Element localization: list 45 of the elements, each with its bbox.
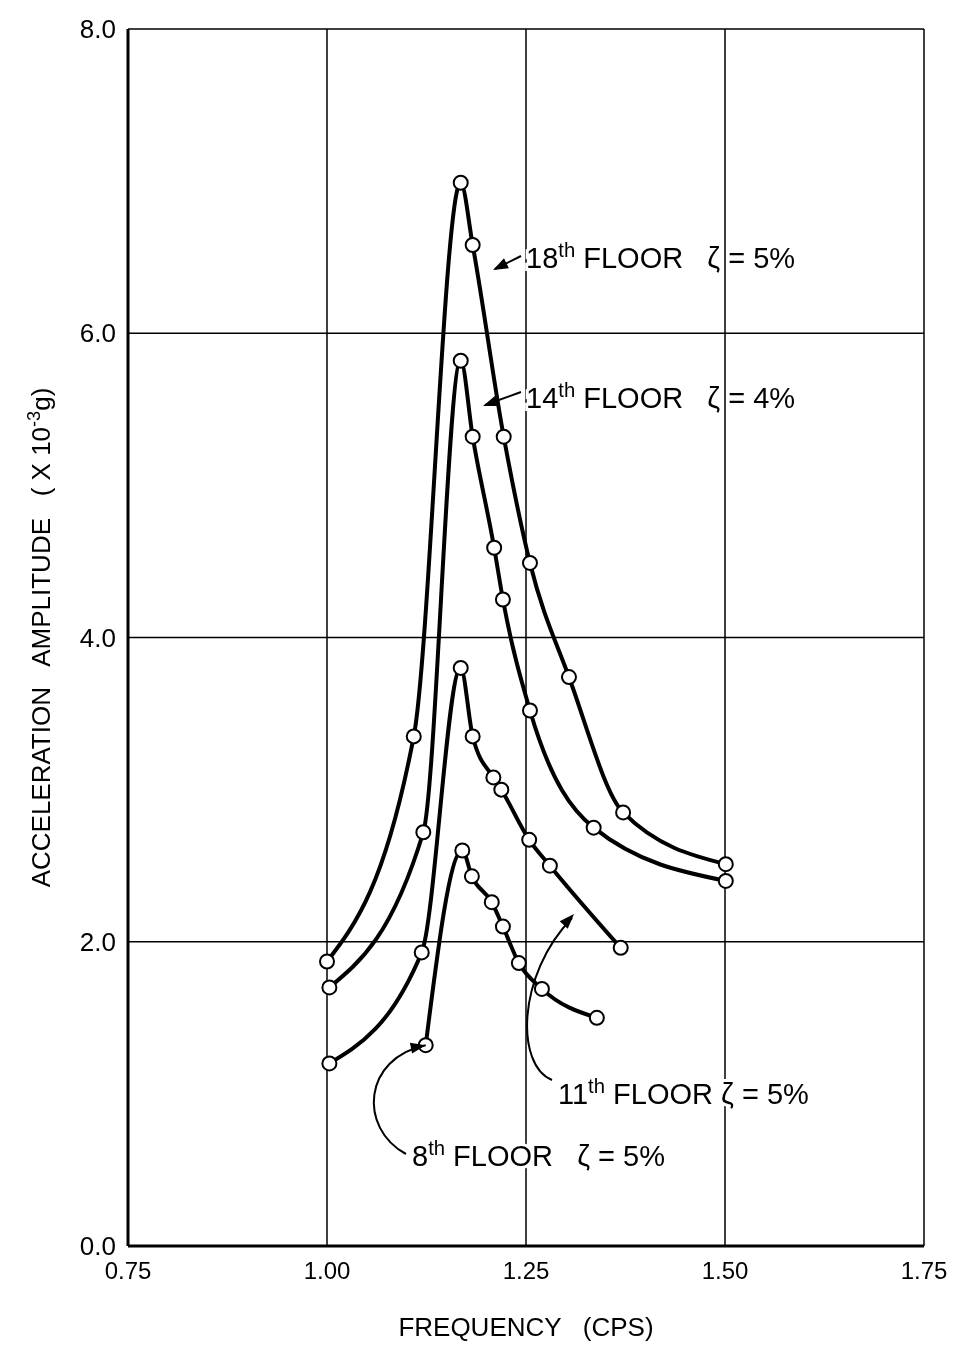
point — [463, 868, 480, 885]
point — [510, 955, 527, 972]
point — [585, 819, 602, 836]
y-tick-label: 2.0 — [79, 926, 116, 957]
point — [464, 237, 481, 254]
y-tick-label: 6.0 — [79, 318, 116, 349]
point — [486, 539, 503, 556]
annotation: 18$^{th}$ FLOOR ζ = 5% — [526, 239, 796, 274]
point — [495, 428, 512, 445]
point — [452, 174, 469, 191]
point — [483, 894, 500, 911]
point — [588, 1009, 605, 1026]
point — [415, 824, 432, 841]
x-tick-label: 1.25 — [502, 1257, 550, 1285]
point — [413, 944, 430, 961]
point — [541, 857, 558, 874]
point — [615, 804, 632, 821]
y-tick-label: 8.0 — [79, 14, 116, 45]
point — [494, 591, 511, 608]
point — [717, 856, 734, 873]
point — [464, 428, 481, 445]
point — [452, 352, 469, 369]
point — [485, 769, 502, 786]
x-tick-label: 1.50 — [701, 1257, 749, 1285]
point — [533, 980, 550, 997]
point — [464, 728, 481, 745]
point — [612, 939, 629, 956]
x-tick-label: 1.00 — [303, 1257, 351, 1285]
point — [321, 979, 338, 996]
point — [521, 831, 538, 848]
point — [717, 872, 734, 889]
point — [452, 659, 469, 676]
point — [454, 842, 471, 859]
point — [521, 554, 538, 571]
x-tick-label: 1.75 — [900, 1257, 948, 1285]
point — [494, 918, 511, 935]
point — [493, 781, 510, 798]
annotation: 14$^{th}$ FLOOR ζ = 4% — [526, 379, 796, 414]
x-axis-title: FREQUENCY (CPS) — [398, 1312, 654, 1342]
point — [405, 728, 422, 745]
point — [321, 1055, 338, 1072]
point — [521, 702, 538, 719]
point — [319, 953, 335, 970]
y-tick-label: 4.0 — [79, 622, 116, 653]
point — [560, 669, 577, 686]
